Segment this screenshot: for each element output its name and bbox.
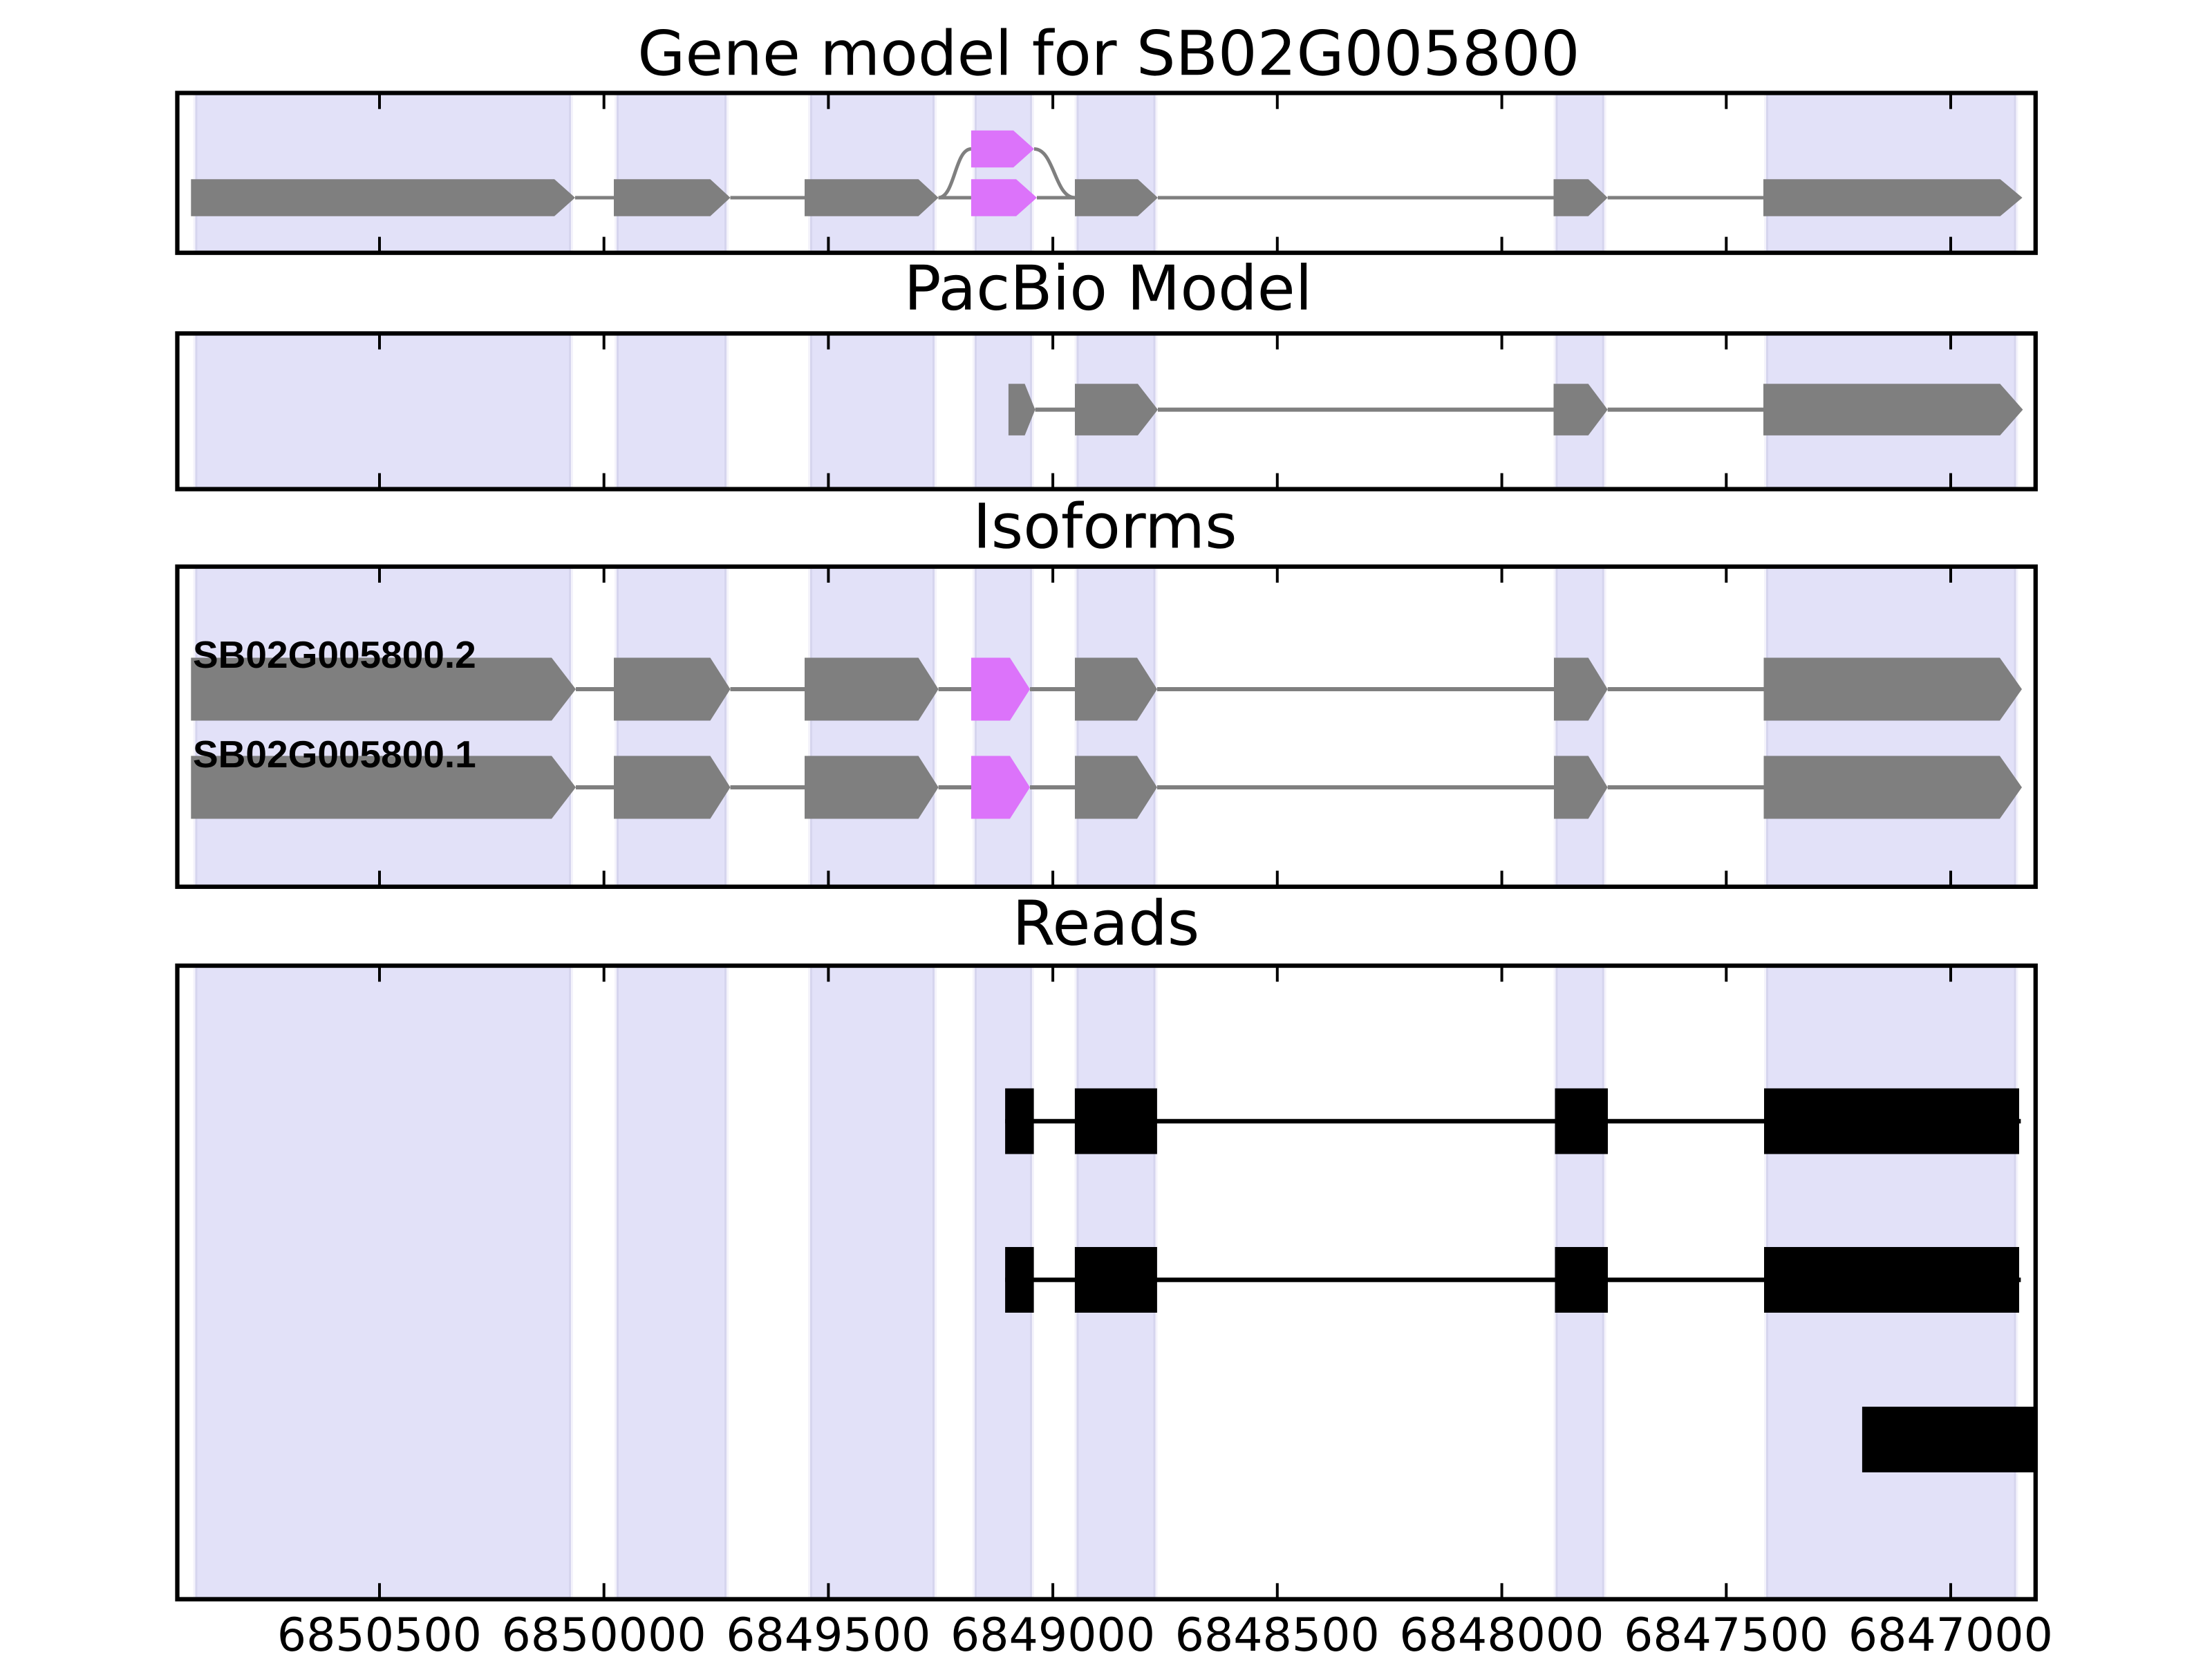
svg-text:SB02G005800.1: SB02G005800.1 — [193, 733, 476, 776]
svg-text:SB02G005800.2: SB02G005800.2 — [193, 633, 476, 676]
